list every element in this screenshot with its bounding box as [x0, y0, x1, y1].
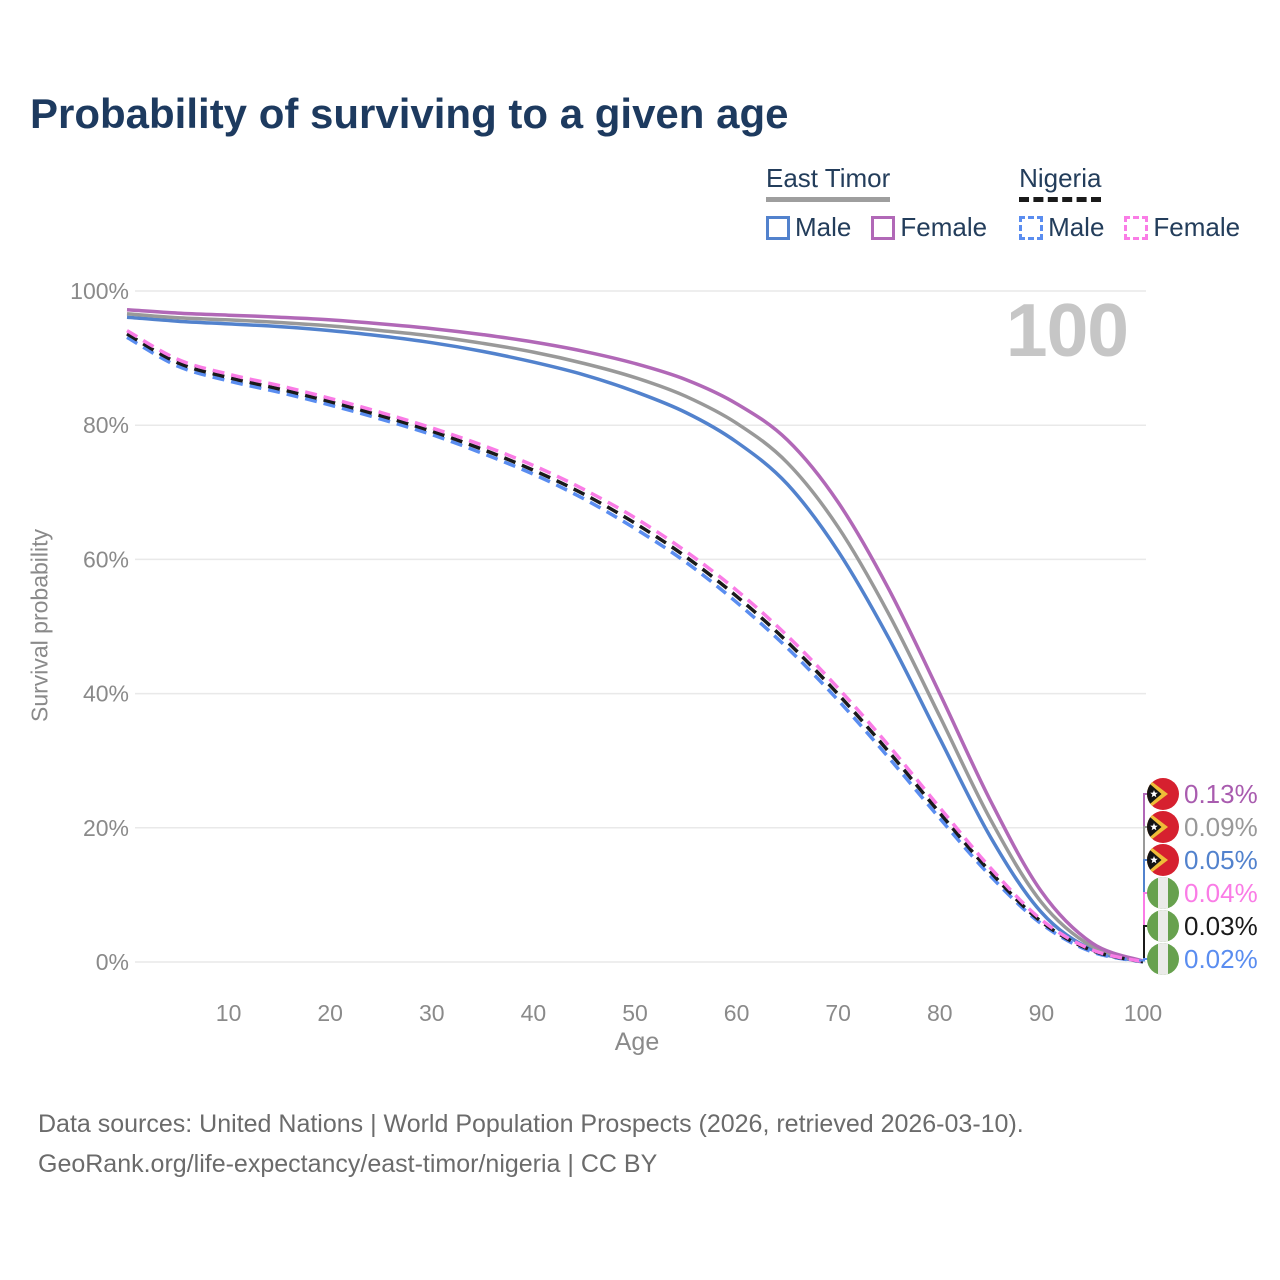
east-timor-flag-icon: [1147, 811, 1179, 843]
female-solid-swatch-icon: [871, 215, 896, 240]
curve-east-timor-male: [126, 315, 1144, 964]
legend-group-title-nigeria[interactable]: Nigeria: [1019, 163, 1102, 202]
x-tick-label: 90: [1029, 1000, 1055, 1026]
east-timor-flag-icon: [1147, 778, 1179, 810]
legend-item-label: Female: [900, 212, 988, 242]
y-tick-label: 100%: [70, 278, 129, 304]
attribution-line: GeoRank.org/life-expectancy/east-timor/n…: [38, 1150, 658, 1178]
x-tick-label: 40: [521, 1000, 547, 1026]
series-end-label-nigeria-both: 0.03%: [1147, 910, 1258, 943]
nigeria-flag-icon: [1147, 877, 1179, 909]
data-sources-line: Data sources: United Nations | World Pop…: [38, 1110, 1024, 1138]
series-end-label-nigeria-female: 0.04%: [1147, 877, 1258, 910]
legend-item-east-timor-male[interactable]: Male: [766, 212, 851, 243]
x-tick-label: 60: [724, 1000, 750, 1026]
y-tick-label: 40%: [83, 681, 129, 707]
legend-item-label: Female: [1153, 212, 1241, 242]
nigeria-flag-icon: [1147, 943, 1179, 975]
male-solid-swatch-icon: [766, 215, 790, 240]
male-dashed-swatch-icon: [1019, 215, 1044, 240]
curve-east-timor-female: [126, 308, 1144, 963]
y-tick-label: 20%: [83, 815, 129, 841]
legend-item-nigeria-male[interactable]: Male: [1019, 212, 1104, 243]
legend-item-east-timor-female[interactable]: Female: [871, 212, 987, 243]
curve-nigeria-both-sexes: [126, 332, 1144, 964]
page-title: Probability of surviving to a given age: [30, 90, 789, 137]
legend-item-label: Male: [1048, 212, 1105, 242]
curve-nigeria-female: [126, 329, 1144, 964]
legend-item-label: Male: [795, 212, 852, 242]
curve-east-timor-both-sexes: [126, 312, 1144, 964]
end-value: 0.03%: [1184, 910, 1258, 941]
series-end-label-nigeria-male: 0.02%: [1147, 943, 1258, 976]
x-axis-title: Age: [614, 1028, 660, 1056]
x-tick-label: 100: [1124, 1000, 1162, 1026]
y-tick-label: 60%: [83, 546, 129, 572]
end-value: 0.13%: [1184, 778, 1258, 809]
y-axis-title: Survival probability: [26, 528, 53, 723]
legend: East Timor Male Female Nigeria Male: [766, 163, 1240, 243]
east-timor-flag-icon: [1147, 844, 1179, 876]
x-tick-label: 10: [216, 1000, 242, 1026]
y-tick-label: 80%: [83, 412, 129, 438]
legend-group-east-timor: East Timor Male Female: [766, 163, 987, 243]
end-value: 0.09%: [1184, 811, 1258, 842]
age-counter-watermark: 100: [1005, 288, 1129, 372]
legend-item-nigeria-female[interactable]: Female: [1124, 212, 1240, 243]
curve-nigeria-male: [126, 335, 1144, 964]
series-end-label-east-timor-male: 0.05%: [1147, 844, 1258, 877]
female-dashed-swatch-icon: [1124, 215, 1149, 240]
x-tick-label: 30: [419, 1000, 445, 1026]
x-tick-label: 80: [927, 1000, 953, 1026]
end-value: 0.04%: [1184, 877, 1258, 908]
legend-group-title-east-timor[interactable]: East Timor: [766, 163, 891, 202]
footer: Data sources: United Nations | World Pop…: [38, 1104, 1024, 1184]
x-tick-label: 70: [825, 1000, 851, 1026]
legend-group-nigeria: Nigeria Male Female: [1019, 163, 1240, 243]
series-end-label-east-timor-female: 0.13%: [1147, 778, 1258, 811]
nigeria-flag-icon: [1147, 910, 1179, 942]
series-end-label-east-timor-both: 0.09%: [1147, 811, 1258, 844]
x-tick-label: 20: [317, 1000, 343, 1026]
y-tick-label: 0%: [96, 949, 129, 975]
x-tick-label: 50: [622, 1000, 648, 1026]
end-value: 0.05%: [1184, 844, 1258, 875]
end-value: 0.02%: [1184, 943, 1258, 974]
